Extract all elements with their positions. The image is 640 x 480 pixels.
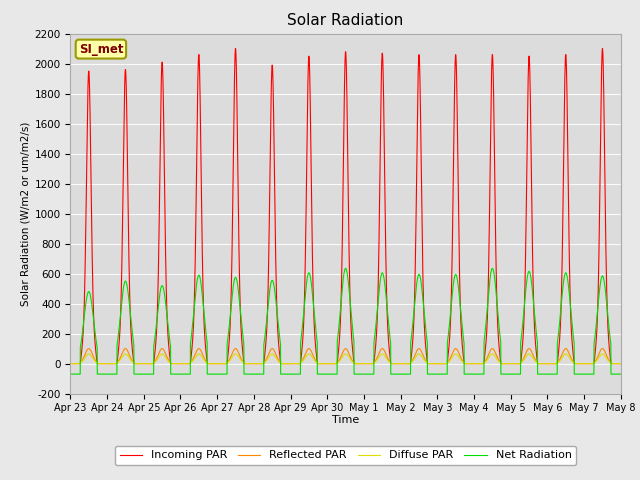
Net Radiation [325,371,333,377]
Reflected PAR [617,361,625,367]
Incoming PAR [67,361,74,367]
Reflected PAR [616,361,624,367]
Diffuse PAR [85,351,93,357]
Line: Incoming PAR: Incoming PAR [70,48,621,364]
Incoming PAR [617,361,625,367]
Diffuse PAR [617,361,625,367]
Reflected PAR [85,346,93,351]
Diffuse PAR [325,361,333,367]
Reflected PAR [166,359,173,364]
Net Radiation [616,371,624,377]
Reflected PAR [469,361,477,367]
Y-axis label: Solar Radiation (W/m2 or um/m2/s): Solar Radiation (W/m2 or um/m2/s) [20,121,30,306]
Diffuse PAR [616,361,624,367]
Incoming PAR [500,361,508,367]
Net Radiation [469,371,477,377]
Reflected PAR [500,361,508,367]
X-axis label: Time: Time [332,415,359,425]
Reflected PAR [67,361,74,367]
Line: Reflected PAR: Reflected PAR [70,348,621,364]
Net Radiation [617,371,625,377]
Incoming PAR [166,349,173,355]
Title: Solar Radiation: Solar Radiation [287,13,404,28]
Incoming PAR [325,361,333,367]
Diffuse PAR [438,361,446,367]
Diffuse PAR [469,361,477,367]
Line: Net Radiation: Net Radiation [70,268,621,374]
Reflected PAR [438,361,446,367]
Legend: Incoming PAR, Reflected PAR, Diffuse PAR, Net Radiation: Incoming PAR, Reflected PAR, Diffuse PAR… [115,446,576,465]
Net Radiation [438,371,446,377]
Incoming PAR [469,361,477,367]
Diffuse PAR [67,361,74,367]
Reflected PAR [325,361,333,367]
Line: Diffuse PAR: Diffuse PAR [70,354,621,364]
Net Radiation [166,334,173,340]
Incoming PAR [438,361,446,367]
Net Radiation [500,371,508,377]
Text: SI_met: SI_met [79,43,123,56]
Net Radiation [67,371,74,377]
Diffuse PAR [166,359,173,365]
Diffuse PAR [500,361,508,367]
Incoming PAR [616,361,624,367]
Net Radiation [488,265,496,271]
Incoming PAR [598,46,606,51]
